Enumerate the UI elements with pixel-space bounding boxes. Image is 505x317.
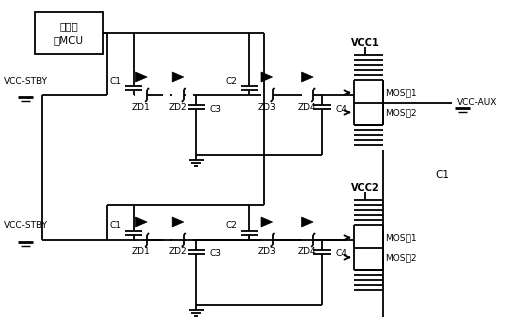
Polygon shape	[135, 72, 147, 82]
Polygon shape	[261, 72, 273, 82]
Text: ZD4: ZD4	[298, 102, 317, 112]
Text: VCC-AUX: VCC-AUX	[457, 98, 497, 107]
Polygon shape	[301, 72, 313, 82]
Text: MOS管2: MOS管2	[385, 253, 417, 262]
Text: C4: C4	[335, 249, 347, 258]
Text: ZD1: ZD1	[132, 102, 150, 112]
Text: 控制芯: 控制芯	[60, 21, 78, 31]
Text: ZD4: ZD4	[298, 248, 317, 256]
Text: ZD2: ZD2	[169, 248, 187, 256]
Bar	[35, 12, 103, 54]
Text: C3: C3	[210, 105, 222, 113]
Polygon shape	[172, 72, 184, 82]
Text: ZD1: ZD1	[132, 248, 150, 256]
Text: VCC2: VCC2	[351, 183, 380, 193]
Text: ZD3: ZD3	[258, 102, 276, 112]
Text: C2: C2	[226, 76, 238, 86]
Polygon shape	[172, 217, 184, 227]
Polygon shape	[135, 217, 147, 227]
Text: C2: C2	[226, 222, 238, 230]
Text: VCC-STBY: VCC-STBY	[4, 222, 47, 230]
Text: C4: C4	[335, 105, 347, 113]
Text: C1: C1	[110, 76, 122, 86]
Text: C1: C1	[110, 222, 122, 230]
Text: 片MCU: 片MCU	[54, 35, 84, 45]
Polygon shape	[301, 217, 313, 227]
Text: MOS管2: MOS管2	[385, 108, 417, 117]
Text: ZD3: ZD3	[258, 248, 276, 256]
Text: C3: C3	[210, 249, 222, 258]
Text: MOS管1: MOS管1	[385, 88, 417, 97]
Text: ZD2: ZD2	[169, 102, 187, 112]
Text: C1: C1	[435, 170, 449, 180]
Text: VCC1: VCC1	[351, 38, 380, 48]
Polygon shape	[261, 217, 273, 227]
Text: VCC-STBY: VCC-STBY	[4, 76, 47, 86]
Text: MOS管1: MOS管1	[385, 233, 417, 242]
